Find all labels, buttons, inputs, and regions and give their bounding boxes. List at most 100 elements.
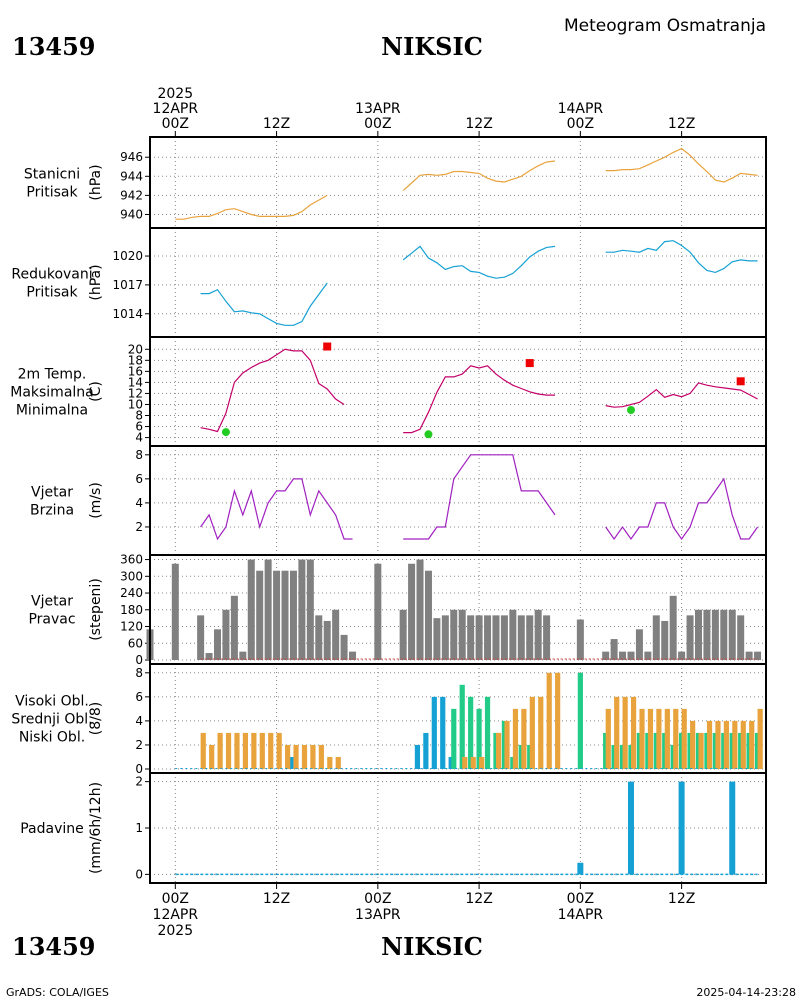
wind-direction-bar <box>205 653 213 660</box>
panel-label: Pritisak <box>26 285 78 301</box>
wind-direction-bar <box>737 615 745 660</box>
time-label-bottom: 00Z <box>364 891 391 907</box>
wind-direction-bar <box>627 651 635 660</box>
footer-left: GrADS: COLA/IGES <box>6 986 109 999</box>
y-tick-label: 946 <box>120 150 143 164</box>
wind-direction-bar <box>408 563 416 660</box>
y-axis-label: (stepeni) <box>88 578 104 641</box>
cloud-bar <box>664 708 670 769</box>
wind-direction-bar <box>484 615 492 660</box>
cloud-bar <box>757 708 763 769</box>
wind-direction-bar <box>273 570 281 660</box>
cloud-bar <box>301 744 308 769</box>
panel-7: 0 1 2 Padavine (mm/6h/12h) <box>20 772 767 884</box>
y-tick-label: 0 <box>135 867 143 881</box>
time-label-top: 00Z <box>162 116 189 132</box>
wind-direction-bar <box>745 651 753 660</box>
cloud-bar <box>423 732 429 769</box>
y-tick-label: 16 <box>128 364 143 378</box>
y-tick-label: 944 <box>120 169 143 183</box>
panel-label: Niski Obl. <box>19 730 85 746</box>
wind-direction-bar <box>306 559 314 660</box>
cloud-bar <box>327 756 333 769</box>
time-label-top: 12Z <box>465 116 492 132</box>
wind-direction-bar <box>281 570 289 660</box>
cloud-bar <box>479 756 485 769</box>
time-label-bottom: 00Z <box>567 891 594 907</box>
wind-direction-bar <box>349 651 357 660</box>
series-line <box>200 282 328 326</box>
panel-2: 1014 1017 1020 Redukovani Pritisak (hPa) <box>11 227 767 338</box>
cloud-bar <box>706 720 713 769</box>
wind-direction-bar <box>720 609 728 660</box>
y-tick-label: 6 <box>135 420 143 434</box>
y-tick-label: 0 <box>135 653 143 667</box>
wind-direction-bar <box>247 559 255 660</box>
cloud-bar <box>484 696 491 769</box>
cloud-bar <box>431 696 437 769</box>
y-tick-label: 1 <box>135 821 143 835</box>
series-line <box>200 348 345 433</box>
footer-right: 2025-04-14-23:28 <box>696 986 796 999</box>
wind-direction-bar <box>703 609 711 660</box>
y-tick-label: 60 <box>128 636 143 650</box>
wind-direction-bar <box>602 651 610 660</box>
time-label-top: 14APR <box>558 101 604 117</box>
wind-direction-bar <box>661 620 669 660</box>
y-axis-label: (m/s) <box>88 482 104 519</box>
cloud-bar <box>225 732 232 769</box>
y-axis-label: (mm/6h/12h) <box>88 782 104 874</box>
y-tick-label: 2 <box>135 775 143 789</box>
y-tick-label: 940 <box>120 207 143 221</box>
wind-direction-bar <box>619 651 627 660</box>
wind-direction-bar <box>416 559 424 660</box>
wind-direction-bar <box>543 615 551 660</box>
cloud-bar <box>538 696 544 769</box>
wind-direction-bar <box>610 639 618 660</box>
y-tick-label: 8 <box>135 409 143 423</box>
wind-direction-bar <box>576 619 584 660</box>
wind-direction-bar <box>256 570 264 660</box>
wind-direction-bar <box>424 570 432 660</box>
wind-direction-bar <box>374 563 382 660</box>
cloud-bar <box>647 708 654 769</box>
wind-direction-bar <box>289 570 297 660</box>
cloud-bar <box>690 720 696 769</box>
wind-direction-bar <box>534 609 542 660</box>
time-label-top: 00Z <box>567 116 594 132</box>
cloud-bar <box>630 696 637 769</box>
cloud-bar <box>723 720 730 769</box>
wind-direction-bar <box>467 615 475 660</box>
min-temp-marker <box>626 405 635 414</box>
station-id-bottom: 13459 <box>12 932 96 961</box>
max-temp-marker <box>525 359 534 368</box>
y-tick-label: 2 <box>135 738 143 752</box>
cloud-bar <box>310 744 316 769</box>
y-tick-label: 1014 <box>112 307 143 321</box>
y-axis-label: (hPa) <box>88 264 104 300</box>
panel-label: Padavine <box>20 821 84 837</box>
cloud-bar <box>555 672 561 769</box>
wind-direction-bar <box>450 609 458 660</box>
wind-direction-bar <box>711 609 719 660</box>
wind-direction-bar <box>686 615 694 660</box>
y-axis-label: (8/8) <box>88 702 104 735</box>
panel-label: 2m Temp. <box>18 367 87 383</box>
series-line <box>403 365 555 434</box>
cloud-bar <box>732 720 738 769</box>
panel-label: Redukovani <box>11 267 92 283</box>
panel-label: Srednji Obl. <box>11 712 92 728</box>
cloud-bar <box>577 672 583 769</box>
cloud-bar <box>622 696 628 769</box>
y-tick-label: 942 <box>120 188 143 202</box>
cloud-bar <box>656 708 662 769</box>
cloud-bar <box>251 732 257 769</box>
cloud-bar <box>242 732 249 769</box>
product-title: Meteogram Osmatranja <box>564 16 766 36</box>
cloud-bar <box>293 744 299 769</box>
y-tick-label: 14 <box>128 375 143 389</box>
wind-direction-bar <box>458 609 466 660</box>
time-label-bottom: 00Z <box>162 891 189 907</box>
